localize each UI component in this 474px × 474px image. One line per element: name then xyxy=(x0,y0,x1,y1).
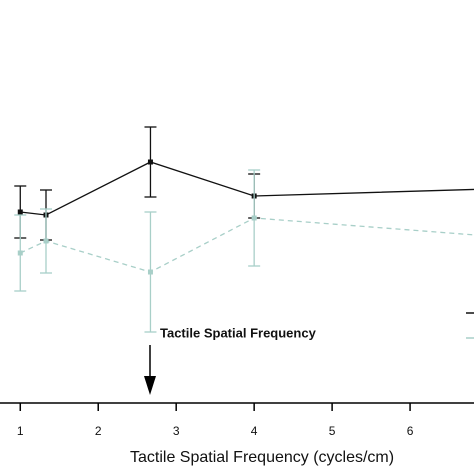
point xyxy=(147,269,153,275)
point xyxy=(251,215,257,221)
point xyxy=(17,250,23,256)
series-line xyxy=(20,161,474,216)
annotation: Tactile Spatial Frequency xyxy=(160,325,317,340)
arrow-head xyxy=(144,376,156,395)
x-tick-label: 6 xyxy=(407,424,414,438)
x-tick-label: 5 xyxy=(329,424,336,438)
x-tick-label: 1 xyxy=(17,424,24,438)
point xyxy=(17,209,23,215)
point xyxy=(43,238,49,244)
x-axis-label: Tactile Spatial Frequency (cycles/cm) xyxy=(130,449,394,466)
x-tick-label: 2 xyxy=(95,424,102,438)
series-line xyxy=(19,217,474,273)
plot-area xyxy=(14,126,474,339)
point xyxy=(147,159,153,165)
x-tick-label: 3 xyxy=(173,424,180,438)
x-tick-label: 4 xyxy=(251,424,258,438)
